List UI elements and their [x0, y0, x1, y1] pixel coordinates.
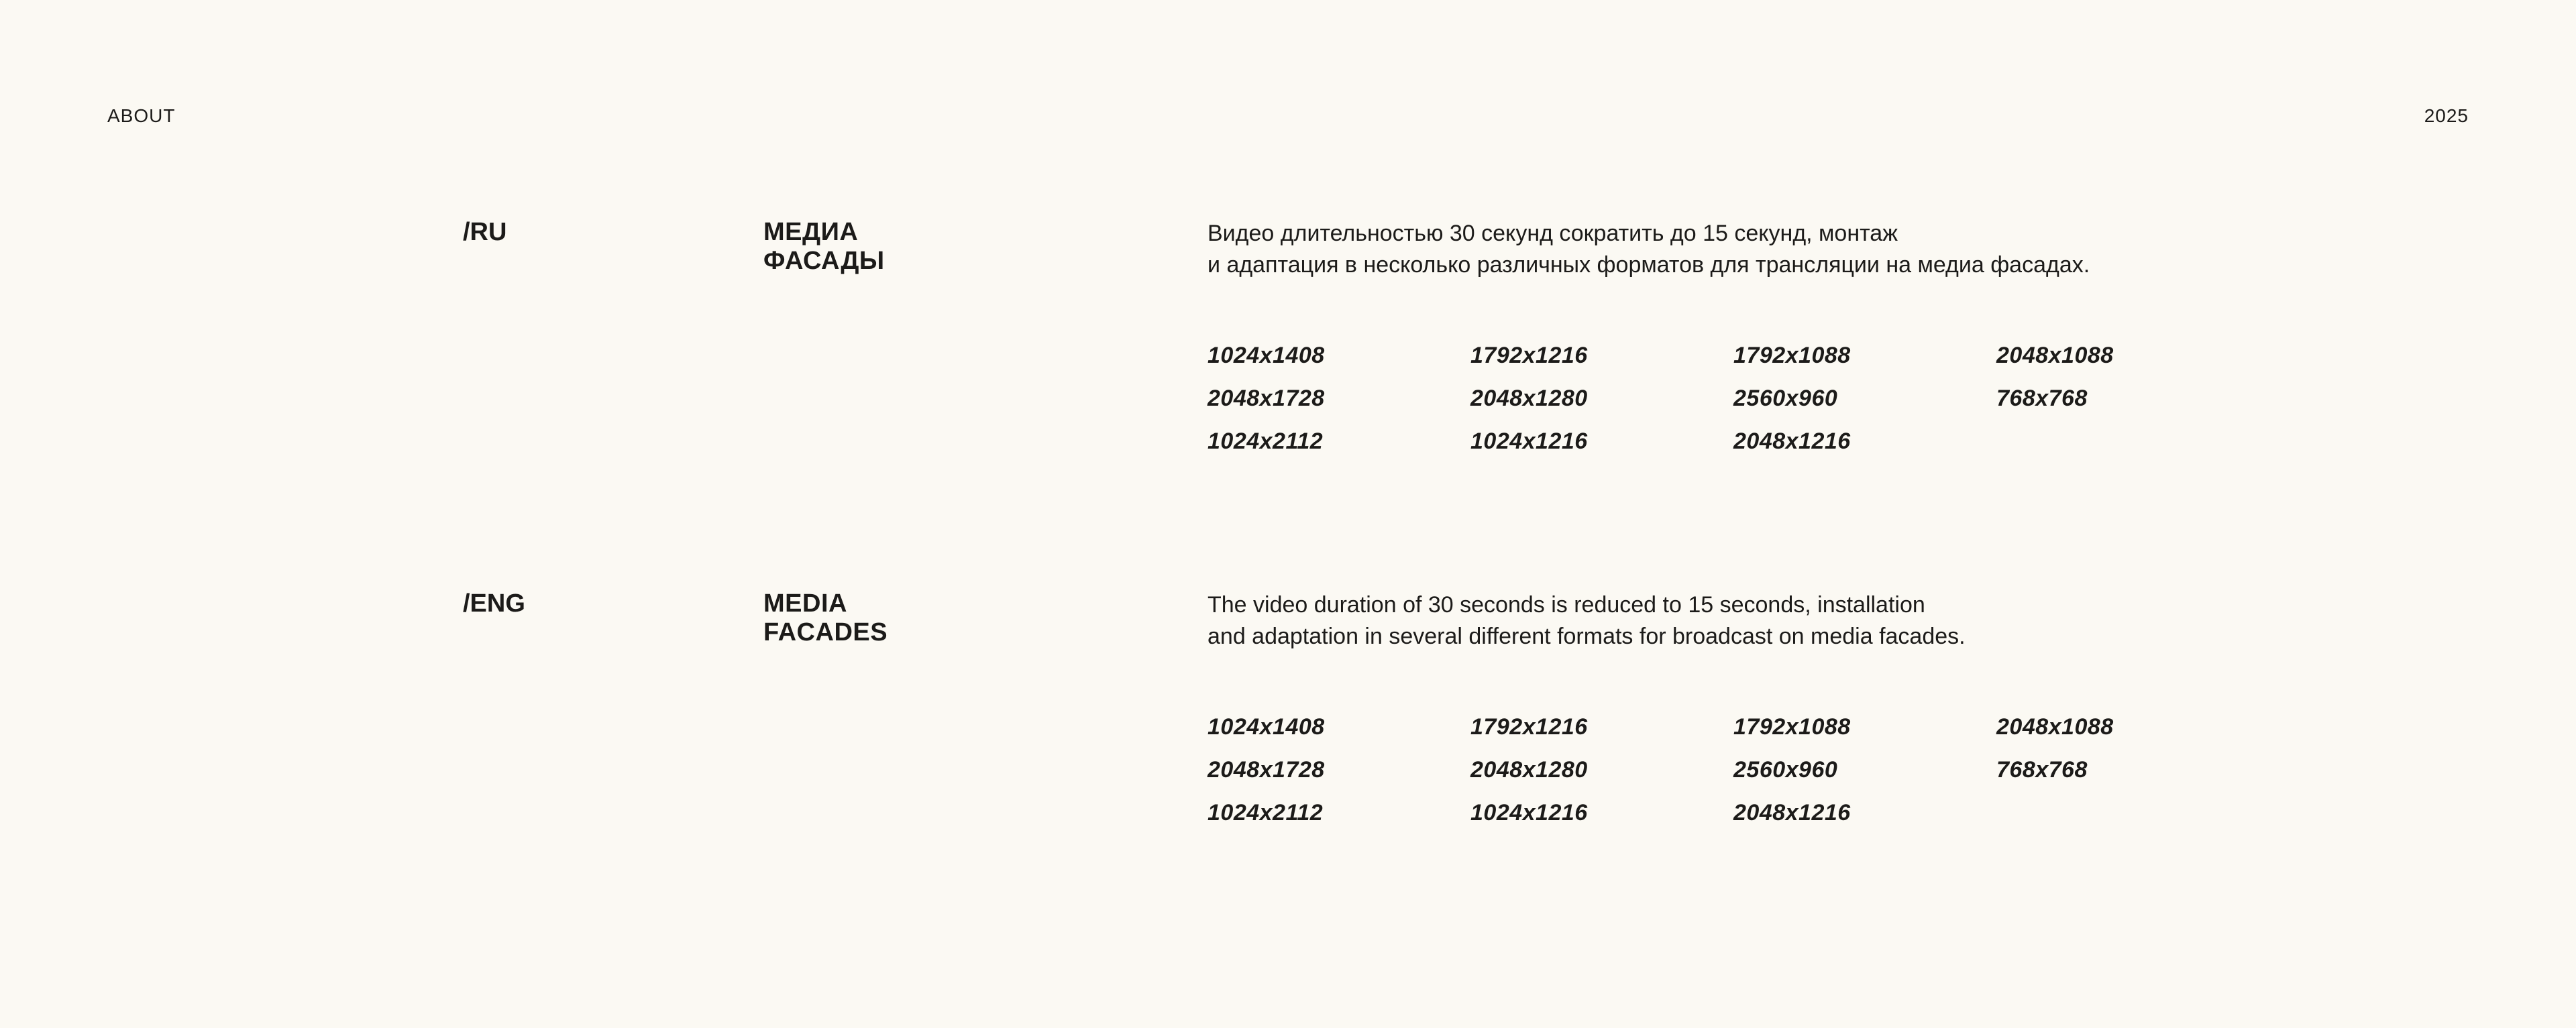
resolution-value: 768x768 — [1996, 386, 2088, 411]
lang-label-ru: /RU — [463, 218, 507, 246]
resolution-grid-ru: 1024x1408 1792x1216 1792x1088 2048x1088 … — [1208, 343, 2415, 454]
resolution-value: 2048x1280 — [1470, 386, 1588, 411]
resolution-value: 2048x1216 — [1733, 800, 1851, 825]
resolution-value: 1024x1408 — [1208, 714, 1325, 740]
resolution-value: 1024x1408 — [1208, 343, 1325, 368]
resolution-value: 2048x1280 — [1470, 757, 1588, 783]
resolution-value: 2560x960 — [1733, 386, 1838, 411]
section-title-ru: МЕДИА ФАСАДЫ — [763, 218, 885, 276]
description-line: Видео длительностью 30 секунд сократить … — [1208, 221, 1898, 246]
year-label: 2025 — [2424, 105, 2469, 126]
resolution-value: 2560x960 — [1733, 757, 1838, 783]
resolution-value: 1792x1216 — [1470, 343, 1588, 368]
lang-label-eng: /ENG — [463, 589, 525, 618]
resolution-value: 2048x1088 — [1996, 714, 2114, 740]
resolution-value: 1792x1088 — [1733, 343, 1851, 368]
resolution-value: 2048x1088 — [1996, 343, 2114, 368]
section-title-line: MEDIA — [763, 589, 847, 618]
resolution-value: 768x768 — [1996, 757, 2088, 783]
resolution-value: 1024x1216 — [1470, 429, 1588, 454]
resolution-value: 2048x1728 — [1208, 757, 1325, 783]
section-description-eng: The video duration of 30 seconds is redu… — [1208, 589, 2415, 652]
resolution-value: 2048x1216 — [1733, 429, 1851, 454]
resolution-value: 1024x2112 — [1208, 429, 1324, 454]
resolution-grid-eng: 1024x1408 1792x1216 1792x1088 2048x1088 … — [1208, 714, 2415, 825]
section-description-ru: Видео длительностью 30 секунд сократить … — [1208, 218, 2415, 281]
section-title-line: FACADES — [763, 618, 888, 646]
section-title-line: МЕДИА — [763, 218, 859, 246]
section-title-line: ФАСАДЫ — [763, 247, 885, 275]
description-line: The video duration of 30 seconds is redu… — [1208, 592, 1925, 618]
resolution-value: 1024x1216 — [1470, 800, 1588, 825]
resolution-value: 1024x2112 — [1208, 800, 1324, 825]
nav-link-about[interactable]: ABOUT — [107, 105, 176, 126]
section-content-eng: The video duration of 30 seconds is redu… — [1208, 589, 2415, 825]
section-content-ru: Видео длительностью 30 секунд сократить … — [1208, 218, 2415, 454]
description-line: and adaptation in several different form… — [1208, 624, 1966, 649]
section-title-eng: MEDIA FACADES — [763, 589, 888, 647]
resolution-value: 1792x1088 — [1733, 714, 1851, 740]
description-line: и адаптация в несколько различных формат… — [1208, 252, 2090, 278]
resolution-value: 2048x1728 — [1208, 386, 1325, 411]
resolution-value: 1792x1216 — [1470, 714, 1588, 740]
